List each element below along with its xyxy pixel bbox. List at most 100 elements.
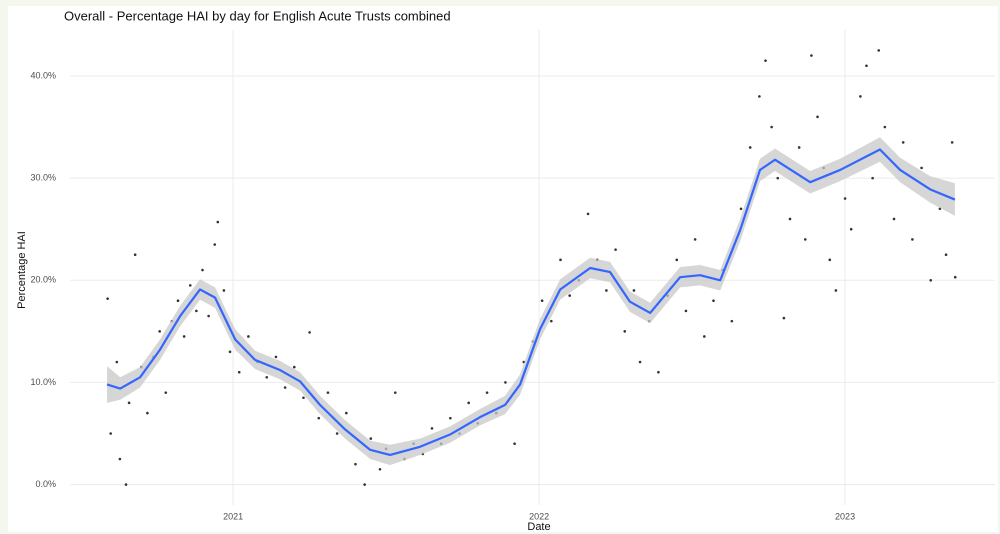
- point: [950, 141, 954, 144]
- point: [326, 391, 330, 394]
- point: [485, 391, 489, 394]
- point: [540, 299, 544, 302]
- y-axis-label: Percentage HAI: [16, 231, 28, 309]
- point: [207, 314, 210, 318]
- point: [430, 427, 434, 430]
- point: [586, 212, 590, 216]
- point: [623, 330, 627, 333]
- point: [920, 166, 923, 170]
- point: [106, 297, 109, 300]
- point: [550, 319, 553, 323]
- point: [953, 275, 957, 279]
- point: [797, 146, 801, 149]
- point: [188, 284, 192, 287]
- y-tick-label: 0.0%: [35, 479, 56, 489]
- point: [859, 95, 862, 98]
- point: [363, 483, 366, 486]
- point: [354, 462, 357, 466]
- point: [776, 176, 780, 180]
- point: [201, 268, 204, 272]
- point: [216, 220, 220, 224]
- point: [504, 381, 507, 384]
- point: [684, 309, 688, 313]
- point: [871, 176, 874, 180]
- x-tick-label: 2022: [529, 511, 549, 521]
- x-tick-label: 2021: [223, 511, 243, 521]
- point: [712, 299, 715, 302]
- point: [146, 411, 149, 415]
- point: [901, 141, 905, 144]
- point: [816, 115, 819, 119]
- point: [810, 54, 813, 57]
- point: [335, 432, 339, 435]
- point: [883, 125, 887, 129]
- point: [308, 331, 311, 334]
- point: [176, 299, 180, 302]
- point: [632, 289, 636, 292]
- point: [834, 289, 838, 292]
- point: [605, 289, 608, 292]
- point: [944, 253, 948, 257]
- point: [247, 335, 250, 338]
- point: [283, 386, 287, 389]
- point: [213, 243, 217, 246]
- point: [133, 253, 137, 257]
- point: [265, 376, 269, 379]
- point: [449, 416, 452, 420]
- point: [748, 146, 752, 149]
- point: [828, 258, 832, 262]
- point: [345, 411, 348, 415]
- smooth-line: [106, 148, 956, 457]
- point: [228, 350, 232, 354]
- point: [843, 197, 847, 200]
- chart-title: Overall - Percentage HAI by day for Engl…: [64, 8, 451, 23]
- x-tick-label: 2023: [835, 511, 855, 521]
- point: [770, 125, 773, 129]
- point: [675, 258, 679, 262]
- point: [292, 365, 296, 369]
- point: [115, 360, 119, 364]
- point: [739, 207, 743, 211]
- point: [127, 401, 131, 405]
- point: [929, 278, 933, 282]
- point: [164, 391, 168, 394]
- point: [877, 49, 881, 52]
- point: [892, 217, 896, 221]
- point: [849, 227, 853, 231]
- point: [657, 370, 660, 374]
- point: [513, 442, 516, 446]
- point: [865, 64, 868, 68]
- point: [274, 355, 278, 359]
- point: [182, 335, 186, 338]
- point: [237, 370, 241, 374]
- point: [782, 316, 786, 320]
- point: [730, 319, 734, 323]
- point: [568, 294, 571, 297]
- point: [758, 95, 761, 98]
- point: [158, 330, 161, 333]
- y-tick-label: 20.0%: [30, 275, 56, 285]
- point: [369, 437, 373, 440]
- point: [109, 432, 112, 435]
- point: [803, 238, 807, 241]
- point: [124, 483, 128, 486]
- point: [764, 59, 767, 62]
- point: [788, 217, 792, 221]
- y-tick-label: 30.0%: [30, 172, 56, 182]
- point: [378, 467, 382, 471]
- point: [118, 457, 122, 461]
- point: [222, 289, 226, 292]
- point: [195, 309, 198, 313]
- y-tick-label: 10.0%: [30, 377, 56, 387]
- point: [703, 335, 706, 338]
- point: [559, 258, 562, 262]
- point: [614, 248, 617, 251]
- point: [393, 391, 397, 394]
- point: [693, 238, 697, 241]
- point: [302, 396, 305, 400]
- point: [467, 401, 471, 405]
- panel: [8, 6, 998, 532]
- point: [911, 238, 914, 241]
- y-tick-label: 40.0%: [30, 70, 56, 80]
